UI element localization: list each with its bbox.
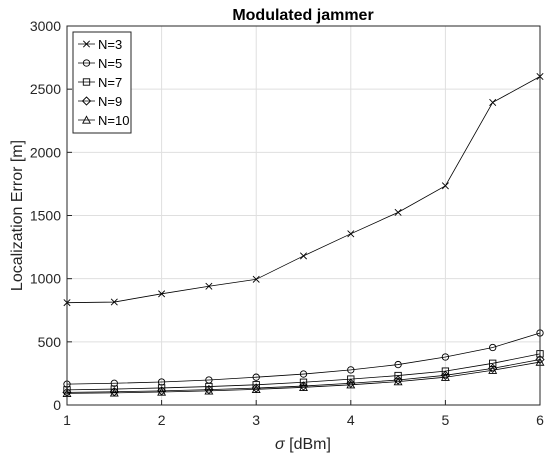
- tick-group: 1 2 3 4 5 6 0 500 1000 1500 2000 2500 3000: [30, 18, 544, 428]
- x-tick-label: 1: [63, 412, 71, 428]
- legend-entry: N=5: [78, 56, 122, 71]
- grid: [66, 25, 541, 406]
- data-point: [346, 380, 356, 389]
- x-axis-label: σ [dBm]: [275, 436, 331, 453]
- legend-marker: [82, 115, 91, 124]
- data-point: [393, 375, 403, 385]
- data-point: [394, 360, 402, 369]
- y-tick-label: 1000: [30, 271, 61, 287]
- legend-entry: N=3: [78, 37, 122, 52]
- legend-marker: [81, 96, 92, 106]
- data-point: [110, 379, 118, 387]
- legend-marker: [82, 40, 91, 48]
- data-point: [109, 388, 119, 397]
- legend-marker: [82, 59, 91, 67]
- data-point: [440, 370, 451, 380]
- legend-label: N=10: [98, 113, 129, 128]
- y-tick-label: 500: [38, 334, 62, 350]
- data-point: [252, 373, 260, 381]
- x-tick-label: 5: [442, 412, 450, 428]
- data-point: [205, 282, 213, 290]
- data-point: [489, 98, 497, 106]
- data-point: [393, 376, 403, 386]
- data-point: [299, 370, 308, 378]
- data-point: [251, 384, 261, 393]
- y-tick-label: 3000: [30, 18, 61, 34]
- data-point: [204, 384, 214, 395]
- series-line: [66, 332, 541, 385]
- data-point: [347, 366, 355, 374]
- legend: N=3 N=5 N=7 N=9 N=10: [72, 31, 132, 134]
- data-point: [489, 343, 497, 352]
- y-tick-label: 2500: [30, 81, 61, 97]
- data-point: [299, 252, 308, 260]
- data-point: [251, 383, 261, 393]
- data-point: [110, 385, 118, 393]
- legend-entry: N=7: [78, 75, 122, 90]
- legend-entry: N=10: [78, 113, 129, 128]
- data-point: [346, 378, 356, 388]
- data-point: [204, 386, 214, 395]
- data-point: [158, 290, 166, 298]
- series-n-3: [63, 73, 544, 307]
- legend-label: N=5: [98, 56, 122, 71]
- legend-box: [72, 31, 132, 134]
- data-point: [299, 382, 308, 391]
- series-n-5: [63, 329, 544, 388]
- x-tick-label: 3: [252, 412, 260, 428]
- data-point: [441, 353, 450, 361]
- data-point: [488, 365, 498, 374]
- legend-marker: [82, 78, 91, 86]
- data-point: [299, 378, 308, 386]
- data-point: [110, 298, 118, 306]
- data-point: [157, 387, 167, 396]
- series-n-9: [62, 354, 545, 398]
- data-point: [298, 381, 309, 391]
- data-point: [347, 375, 355, 383]
- legend-entry: N=9: [78, 94, 122, 109]
- y-axis-label: Localization Error [m]: [9, 140, 26, 291]
- data-point: [441, 182, 449, 190]
- series-group: [62, 73, 545, 398]
- x-tick-label: 6: [536, 412, 544, 428]
- y-tick-label: 1500: [30, 208, 61, 224]
- y-tick-label: 2000: [30, 144, 61, 160]
- data-point: [488, 363, 498, 373]
- series-line: [66, 76, 541, 304]
- data-point: [157, 378, 166, 386]
- legend-label: N=3: [98, 37, 122, 52]
- chart-title: Modulated jammer: [232, 7, 373, 24]
- series-line: [66, 359, 541, 393]
- data-point: [252, 275, 260, 283]
- series-line: [66, 361, 541, 394]
- data-point: [347, 230, 355, 238]
- data-point: [394, 208, 402, 216]
- legend-label: N=9: [98, 94, 122, 109]
- y-tick-label: 0: [53, 397, 61, 413]
- legend-label: N=7: [98, 75, 122, 90]
- x-tick-label: 4: [347, 412, 355, 428]
- x-tick-label: 2: [158, 412, 166, 428]
- data-point: [440, 372, 450, 381]
